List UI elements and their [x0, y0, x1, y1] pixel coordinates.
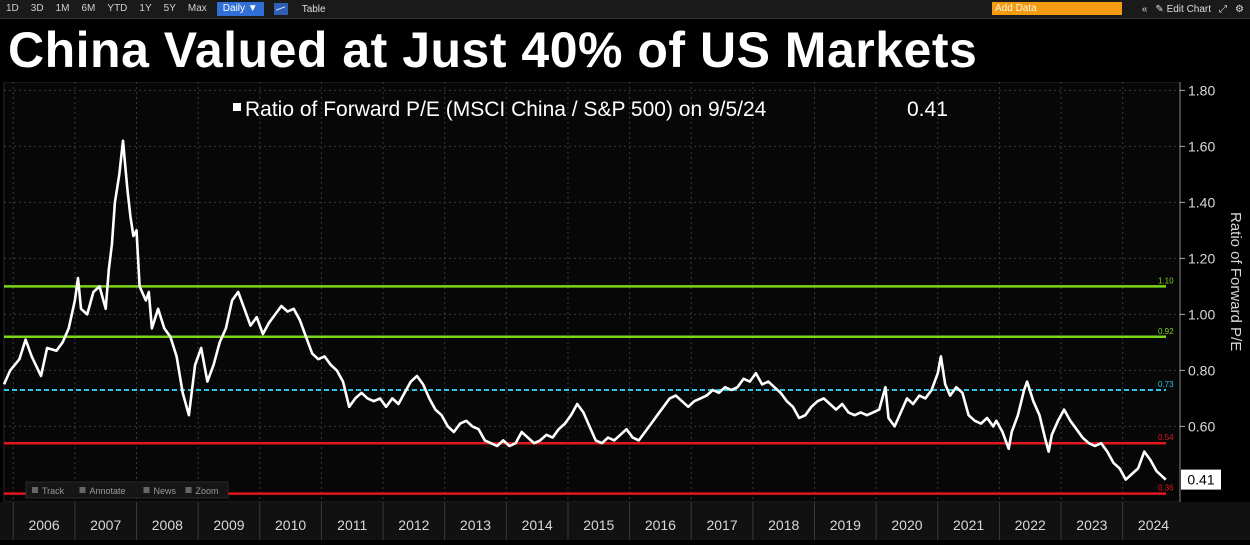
- range-button-ytd[interactable]: YTD: [107, 3, 128, 14]
- chart-area: 2006 2007 2008 2009 2010 2011 2012 2013 2014 2015…: [0, 81, 1250, 540]
- x-tick-label: 2018: [768, 517, 799, 533]
- series-line[interactable]: [2, 139, 1167, 481]
- reference-line-label: 0.92: [1158, 327, 1174, 336]
- legend-swatch: [233, 103, 241, 111]
- page-title: China Valued at Just 40% of US Markets: [8, 22, 978, 78]
- frequency-dropdown[interactable]: Daily ▼: [216, 2, 264, 16]
- news-icon[interactable]: [143, 487, 150, 493]
- gear-icon[interactable]: ⚙: [1235, 3, 1244, 15]
- x-tick-label: 2008: [152, 517, 183, 533]
- range-buttons: 1D 3D 1M 6M YTD 1Y 5Y Max: [0, 1, 213, 17]
- range-button-1m[interactable]: 1M: [55, 3, 70, 14]
- range-button-1d[interactable]: 1D: [6, 3, 19, 14]
- y-tick-label: 1.60: [1188, 138, 1215, 154]
- x-tick-label: 2024: [1138, 517, 1169, 533]
- x-tick-label: 2021: [953, 517, 984, 533]
- y-tick-label: 0.80: [1188, 362, 1215, 378]
- expand-icon[interactable]: ⤢: [1219, 3, 1228, 15]
- y-axis-label: Ratio of Forward P/E: [1227, 212, 1244, 351]
- reference-line-label: 1.10: [1158, 276, 1174, 285]
- x-tick-label: 2014: [522, 517, 553, 533]
- y-tick-label: 0.60: [1188, 418, 1215, 434]
- line-chart-icon[interactable]: [273, 3, 288, 15]
- x-tick-label: 2015: [583, 517, 614, 533]
- x-axis-band: [0, 502, 1250, 540]
- x-tick-label: 2013: [460, 517, 491, 533]
- zoom-icon[interactable]: [185, 487, 192, 493]
- x-tick-label: 2011: [337, 517, 367, 533]
- plot-toolbar-annotate[interactable]: Annotate: [90, 486, 126, 496]
- x-tick-label: 2020: [891, 517, 922, 533]
- x-tick-label: 2023: [1076, 517, 1107, 533]
- legend-text: Ratio of Forward P/E (MSCI China / S&P 5…: [245, 98, 767, 121]
- reference-line-label: 0.54: [1158, 433, 1174, 442]
- table-button[interactable]: Table: [301, 3, 326, 15]
- plot-toolbar-news[interactable]: News: [154, 486, 177, 496]
- range-button-6m[interactable]: 6M: [81, 3, 96, 14]
- line-chart[interactable]: 2006 2007 2008 2009 2010 2011 2012 2013 2014 2015…: [0, 81, 1250, 540]
- y-tick-label: 1.80: [1188, 82, 1215, 98]
- last-value-label: 0.41: [1187, 472, 1214, 488]
- range-button-1y[interactable]: 1Y: [139, 3, 152, 14]
- x-tick-label: 2012: [398, 517, 429, 533]
- x-tick-label: 2019: [830, 517, 861, 533]
- plot-toolbar: [25, 481, 229, 499]
- range-button-3d[interactable]: 3D: [30, 3, 44, 14]
- x-tick-label: 2010: [275, 517, 306, 533]
- x-tick-label: 2022: [1015, 517, 1046, 533]
- edit-chart-button[interactable]: ✎ Edit Chart: [1155, 3, 1212, 15]
- y-tick-label: 1.20: [1188, 250, 1215, 266]
- reference-line-label: 0.73: [1158, 380, 1174, 389]
- legend-value: 0.41: [907, 98, 948, 121]
- last-value-tag: [1181, 469, 1221, 490]
- x-tick-label: 2016: [645, 517, 676, 533]
- toolbar-right: « ✎ Edit Chart ⤢ ⚙: [1142, 1, 1244, 17]
- annotate-icon[interactable]: [79, 487, 86, 493]
- plot-background: [3, 81, 1181, 503]
- x-tick-label: 2007: [90, 517, 121, 533]
- plot-toolbar-zoom[interactable]: Zoom: [196, 486, 219, 496]
- y-tick-label: 1.00: [1188, 306, 1215, 322]
- range-button-5y[interactable]: 5Y: [163, 3, 176, 14]
- x-tick-label: 2006: [28, 517, 59, 533]
- y-tick-label: 1.40: [1188, 194, 1215, 210]
- track-icon[interactable]: [32, 487, 38, 493]
- reference-line-label: 0.36: [1158, 484, 1174, 493]
- x-tick-label: 2009: [213, 517, 244, 533]
- plot-toolbar-track[interactable]: Track: [42, 486, 65, 496]
- chart-toolbar: 1D 3D 1M 6M YTD 1Y 5Y Max Daily ▼ Table « ✎ Edi…: [0, 0, 1250, 19]
- x-tick-label: 2017: [706, 517, 737, 533]
- collapse-icon[interactable]: «: [1141, 3, 1148, 15]
- range-button-max[interactable]: Max: [187, 3, 207, 14]
- add-data-input[interactable]: [992, 2, 1122, 15]
